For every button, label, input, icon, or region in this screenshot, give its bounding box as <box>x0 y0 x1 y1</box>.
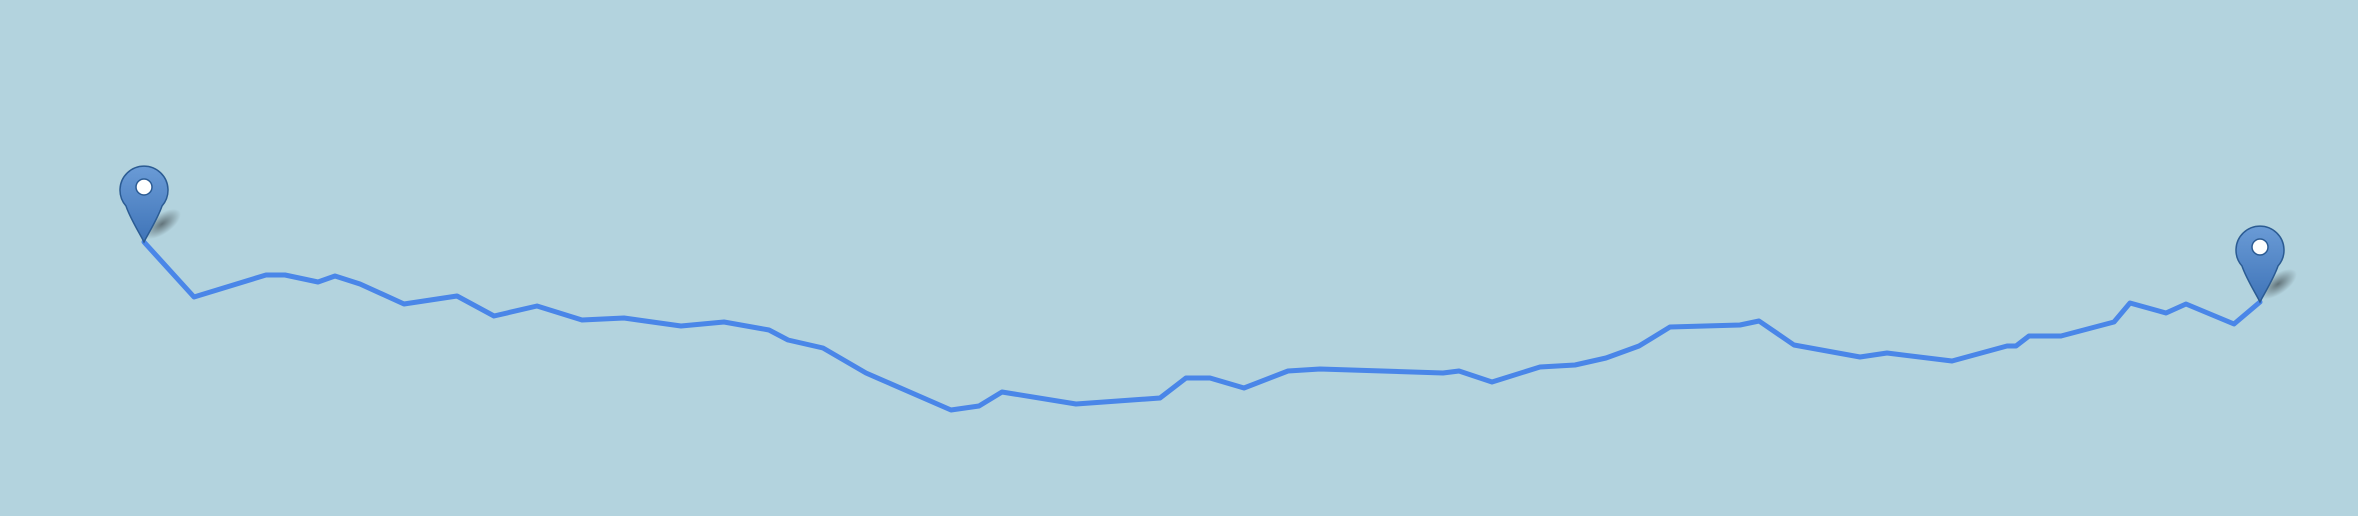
map-pin-icon <box>2235 225 2285 304</box>
route-line[interactable] <box>141 239 2263 413</box>
start-marker[interactable] <box>119 165 186 245</box>
marker-shadow <box>2259 268 2297 300</box>
map-pin-icon <box>119 165 169 244</box>
marker-shadow <box>143 208 181 240</box>
pin-center-dot <box>135 178 153 196</box>
pin-center-dot <box>2251 238 2269 256</box>
end-marker[interactable] <box>2235 225 2302 305</box>
